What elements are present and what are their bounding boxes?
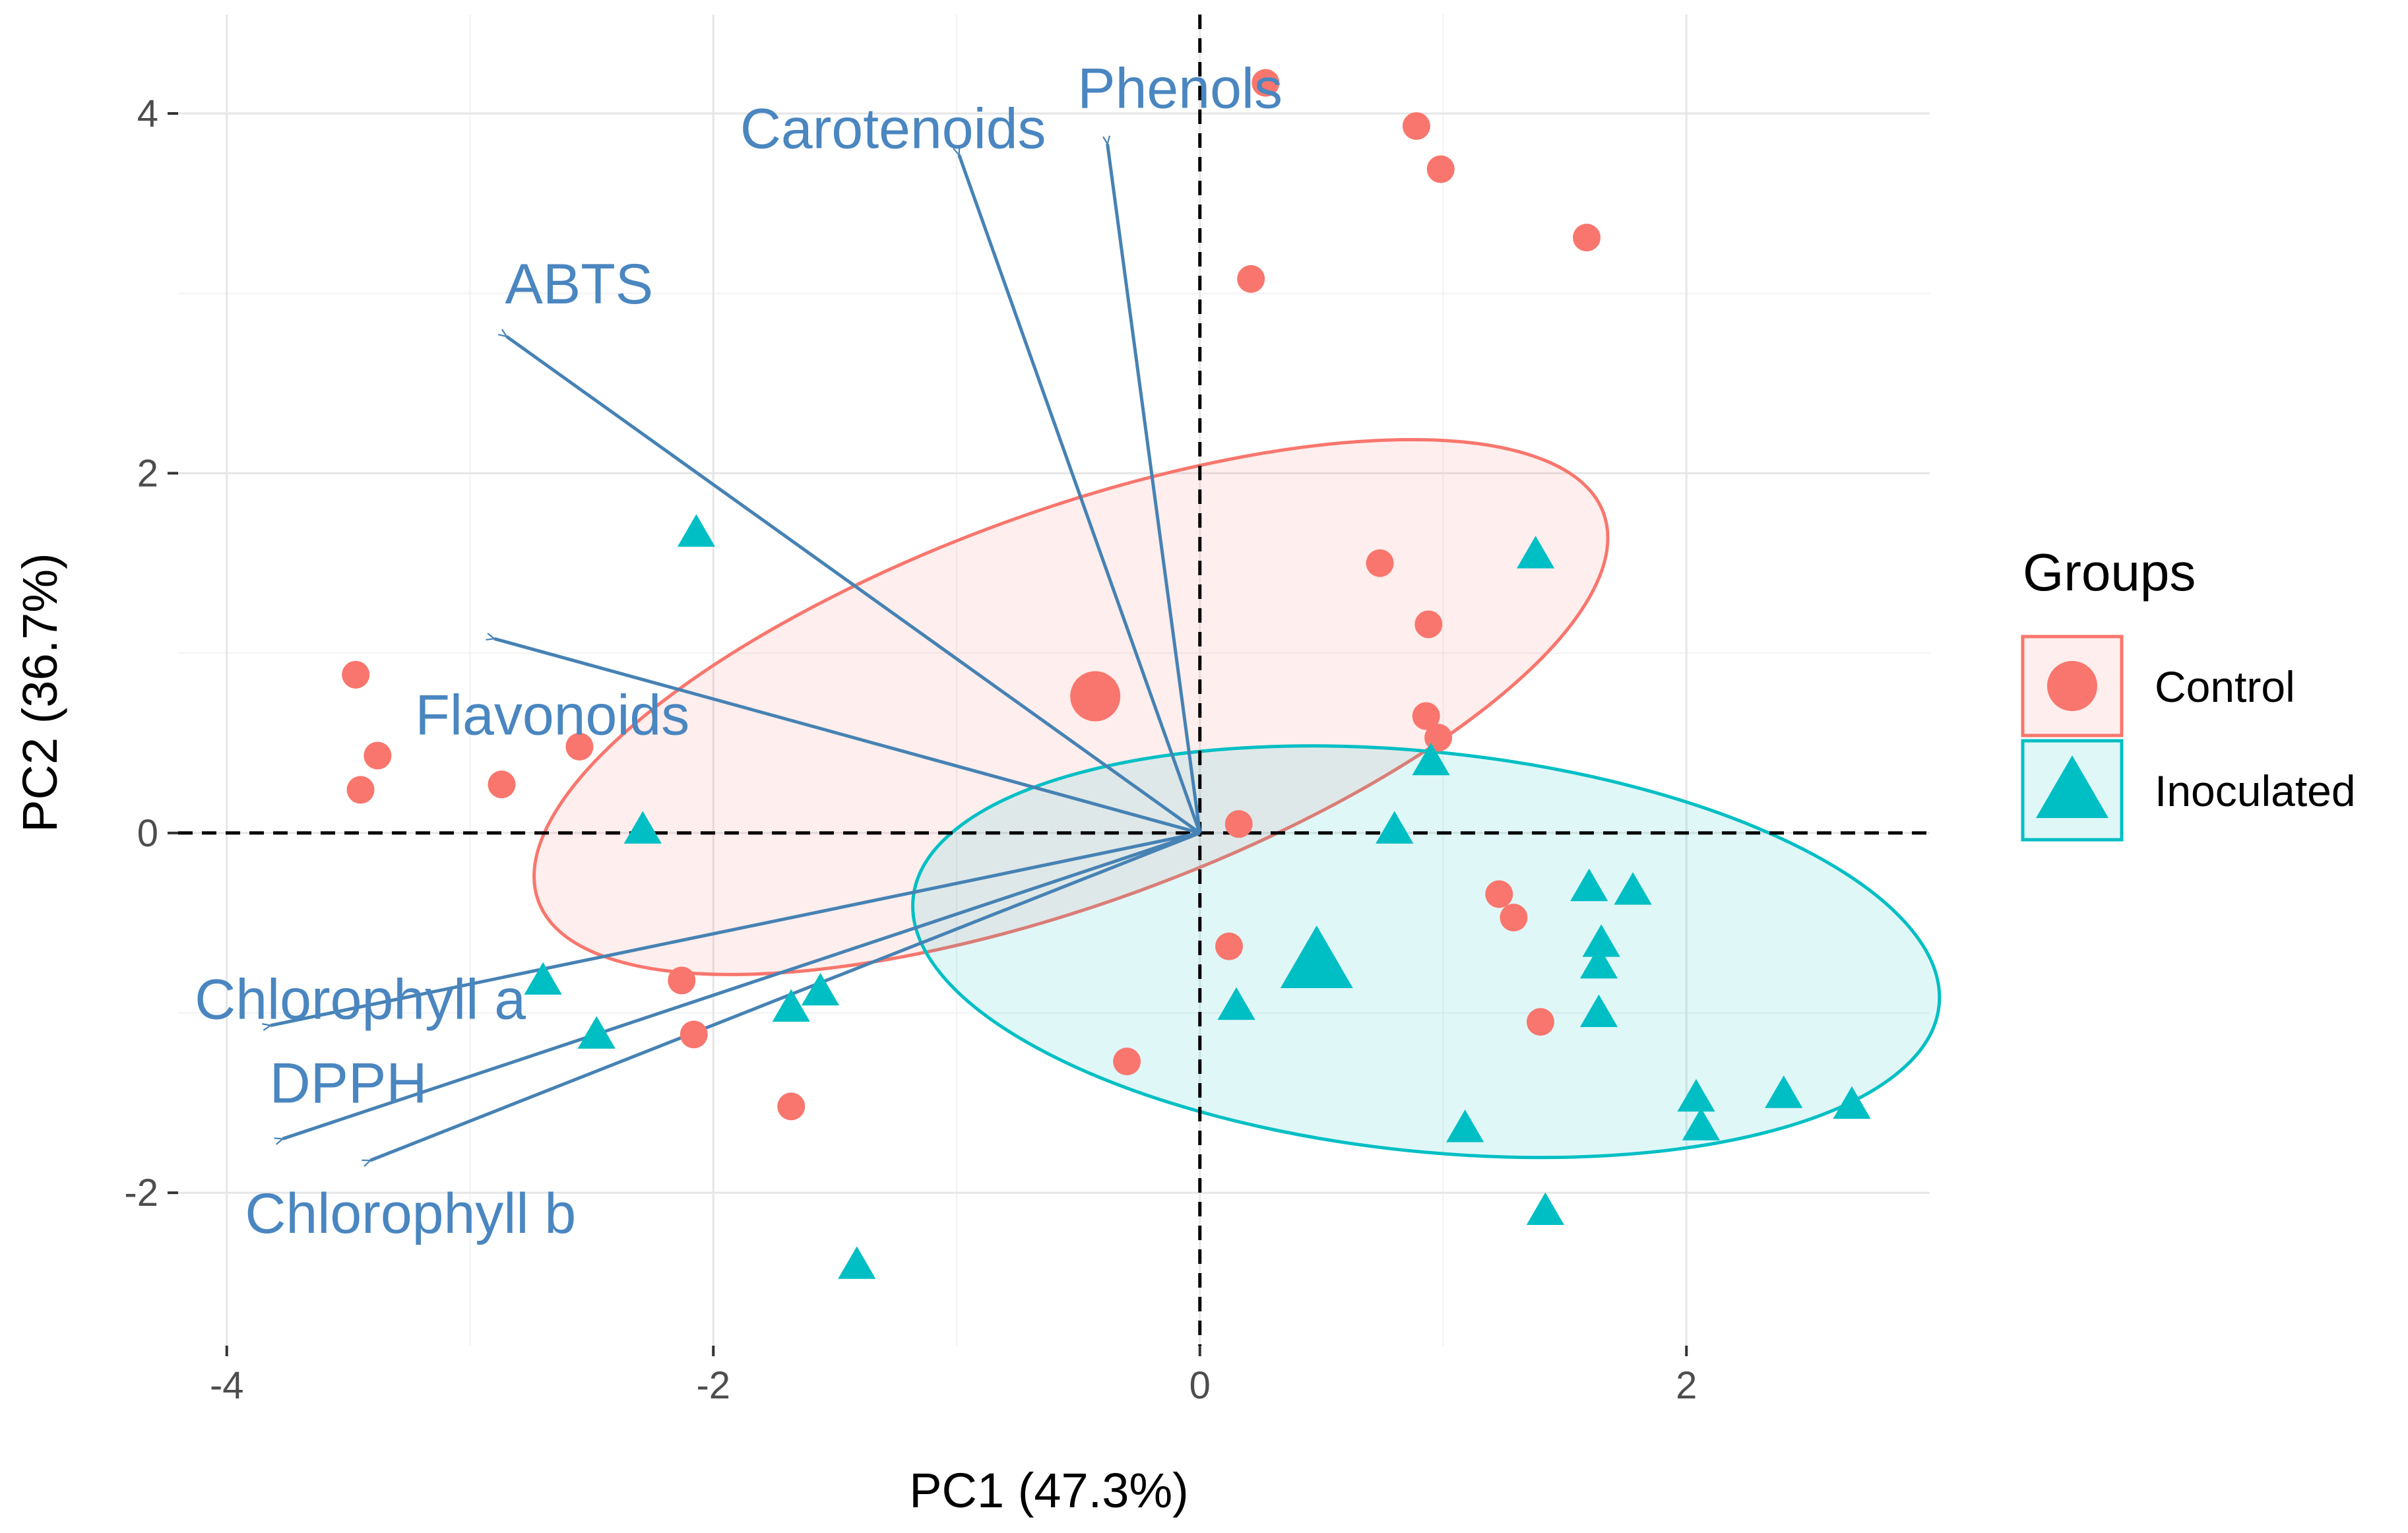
point-inoculated [1677, 1079, 1715, 1112]
point-control [1500, 903, 1528, 931]
point-inoculated [801, 972, 840, 1006]
point-control [488, 770, 516, 799]
legend-label-control: Control [2155, 662, 2295, 711]
point-control [1366, 549, 1394, 577]
point-inoculated [1376, 811, 1414, 844]
point-inoculated [1682, 1108, 1720, 1141]
x-tick-label: -4 [210, 1364, 244, 1407]
confidence-ellipses [532, 437, 1942, 1160]
loading-arrow-abts [507, 336, 1201, 834]
loading-arrow-dpph [283, 831, 1201, 1139]
point-inoculated [838, 1246, 876, 1279]
point-control [1485, 880, 1513, 908]
loading-label-dpph: DPPH [270, 1051, 428, 1115]
legend-symbol-control [2047, 661, 2097, 711]
point-inoculated [1570, 868, 1608, 902]
point-inoculated [1579, 945, 1618, 979]
x-axis-title: PC1 (47.3%) [909, 1463, 1189, 1518]
point-inoculated [1526, 1192, 1564, 1225]
centroid-inoculated [1280, 925, 1353, 988]
point-control [1402, 112, 1430, 141]
y-tick-label: 2 [137, 452, 158, 495]
point-control [1573, 224, 1601, 252]
point-inoculated [1217, 987, 1255, 1020]
point-inoculated [577, 1016, 616, 1049]
reference-lines [178, 15, 1930, 1346]
point-inoculated [524, 962, 562, 995]
ellipse-control [532, 437, 1610, 976]
point-control [1252, 69, 1280, 97]
point-inoculated [1765, 1075, 1803, 1108]
point-control [1215, 932, 1243, 960]
loading-arrow-flavonoids [494, 639, 1201, 835]
loading-arrow-chlorophyll-b [370, 831, 1201, 1160]
point-inoculated [1582, 924, 1620, 957]
ellipse-inoculated [911, 744, 1942, 1160]
loading-label-flavonoids: Flavonoids [415, 683, 689, 747]
point-inoculated [1833, 1086, 1871, 1119]
y-tick-label: -2 [124, 1172, 158, 1214]
loading-labels: Phenols Carotenoids ABTS Flavonoids Chloroph… [195, 57, 1283, 1245]
y-axis-title: PC2 (36.7%) [13, 553, 67, 832]
loading-arrow-phenols [1108, 144, 1202, 834]
point-control [1412, 702, 1440, 730]
point-control [777, 1092, 806, 1121]
point-control [1414, 610, 1443, 639]
point-inoculated [1446, 1110, 1484, 1142]
loading-label-chlorophyll-a: Chlorophyll a [195, 968, 526, 1032]
loading-label-carotenoids: Carotenoids [740, 98, 1046, 161]
point-inoculated [677, 514, 716, 547]
x-tick-label: -2 [696, 1364, 730, 1407]
point-control [680, 1020, 708, 1049]
point-inoculated [623, 811, 662, 844]
point-control [342, 660, 370, 689]
loading-arrow-chlorophyll-a [270, 831, 1201, 1026]
point-control [346, 776, 375, 804]
y-tick-label: 4 [137, 92, 158, 135]
point-control [1237, 265, 1265, 293]
x-tick-label: 0 [1189, 1364, 1211, 1407]
y-tick-label: 0 [137, 812, 158, 855]
point-inoculated [1579, 994, 1618, 1027]
point-inoculated [1412, 742, 1450, 776]
point-control [668, 966, 696, 995]
point-control [1426, 155, 1455, 183]
legend-title: Groups [2023, 543, 2196, 602]
legend-symbol-inoculated [2036, 755, 2108, 819]
point-control [1527, 1008, 1554, 1036]
data-points [342, 69, 1871, 1279]
loading-label-abts: ABTS [505, 253, 654, 316]
point-control [565, 732, 594, 761]
legend: Groups Control Inoculated [2021, 543, 2356, 842]
point-inoculated [772, 989, 810, 1022]
centroid-control [1070, 671, 1121, 722]
loading-label-chlorophyll-b: Chlorophyll b [245, 1182, 576, 1245]
point-inoculated [1517, 536, 1555, 569]
legend-label-inoculated: Inoculated [2155, 766, 2356, 815]
point-control [1224, 810, 1253, 838]
x-tick-label: 2 [1676, 1364, 1697, 1407]
loading-vectors [270, 144, 1202, 1160]
point-control [364, 741, 392, 770]
point-control [1113, 1048, 1141, 1076]
loading-arrow-carotenoids [959, 155, 1202, 834]
point-inoculated [1614, 872, 1652, 905]
axes: -4 -2 0 2 -2 0 2 4 [124, 92, 1697, 1407]
loading-label-phenols: Phenols [1077, 57, 1283, 120]
